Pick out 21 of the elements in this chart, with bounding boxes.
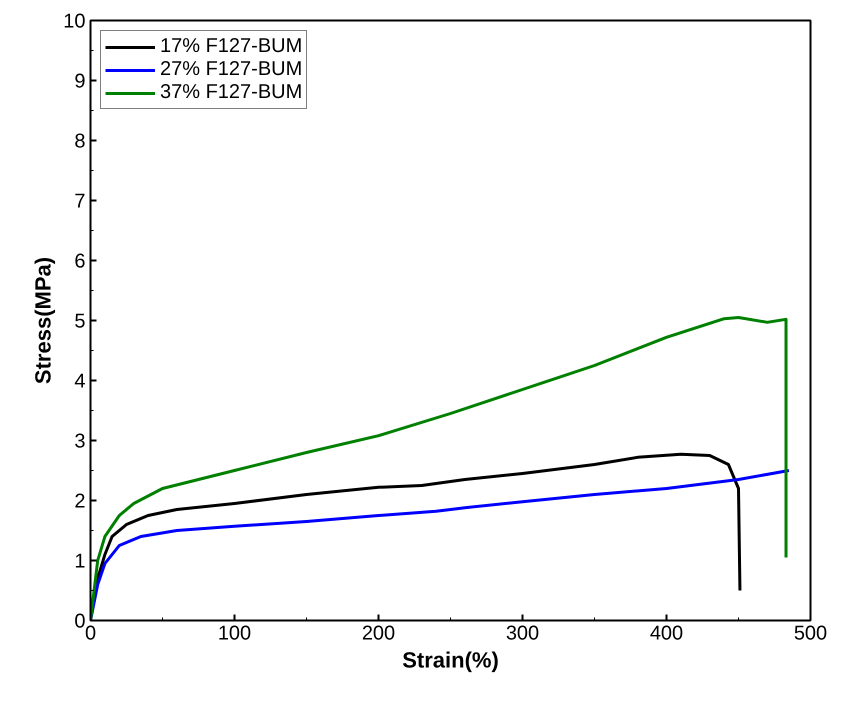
y-axis-title: Stress(MPa) xyxy=(30,256,56,384)
x-axis-title: Strain(%) xyxy=(402,648,499,672)
x-tick-label: 100 xyxy=(218,622,252,644)
y-tick-label: 5 xyxy=(74,310,86,332)
y-tick-label: 7 xyxy=(74,190,86,212)
y-tick-label: 9 xyxy=(74,70,86,92)
y-tick-label: 1 xyxy=(74,550,86,572)
legend-label: 17% F127-BUM xyxy=(160,35,302,58)
y-tick-label: 2 xyxy=(74,490,86,512)
y-tick-label: 10 xyxy=(63,10,86,32)
y-tick-label: 3 xyxy=(74,430,86,452)
y-tick-label: 6 xyxy=(74,250,86,272)
x-tick-label: 500 xyxy=(794,622,828,644)
y-tick-label: 4 xyxy=(74,370,86,392)
line-series xyxy=(90,469,790,620)
y-tick-label: 8 xyxy=(74,130,86,152)
legend-label: 37% F127-BUM xyxy=(160,81,302,104)
x-tick-label: 300 xyxy=(506,622,540,644)
legend-label: 27% F127-BUM xyxy=(160,58,302,81)
x-tick-label: 400 xyxy=(650,622,684,644)
x-tick-label: 200 xyxy=(362,622,396,644)
